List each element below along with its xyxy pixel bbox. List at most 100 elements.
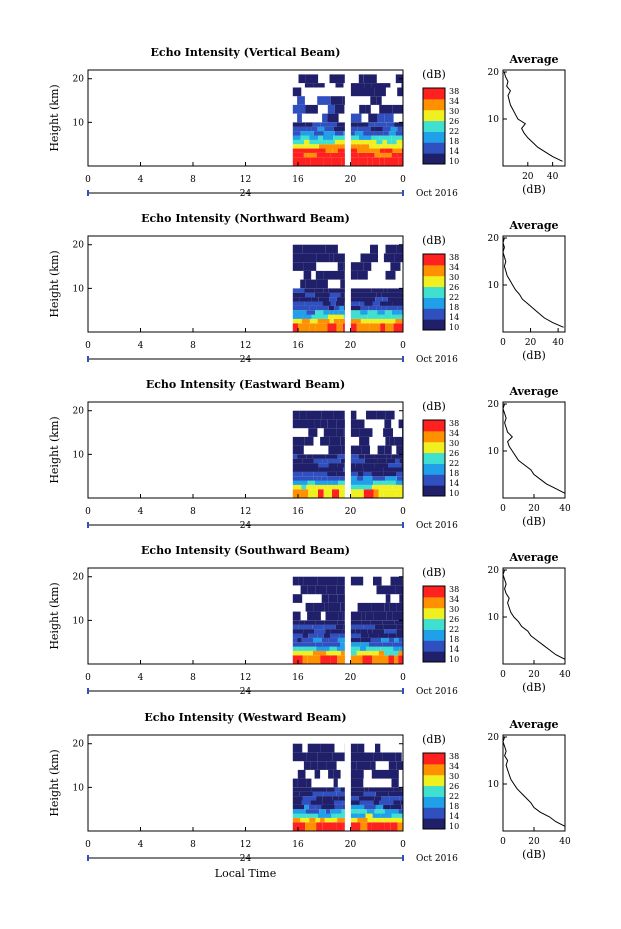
heatmap-cell xyxy=(384,419,392,429)
heatmap-cell xyxy=(336,428,344,437)
heatmap-cell xyxy=(350,804,365,810)
heatmap-cell xyxy=(396,244,403,254)
colorbar-segment xyxy=(423,254,445,266)
heatmap-cell xyxy=(298,74,306,84)
heatmap-cell xyxy=(377,310,385,315)
heatmap-cell xyxy=(306,813,318,818)
heatmap-cell xyxy=(304,620,316,625)
heatmap-cell xyxy=(298,787,312,792)
heatmap-cell xyxy=(325,148,333,153)
heatmap-cell xyxy=(357,743,365,753)
heatmap-cell xyxy=(325,122,337,127)
colorbar-segment xyxy=(423,818,445,830)
heatmap-cell xyxy=(292,157,306,166)
heatmap-cell xyxy=(315,270,324,280)
heatmap-cell xyxy=(363,484,373,490)
heatmap-cell xyxy=(364,787,369,792)
heatmap-cell xyxy=(350,813,359,818)
heatmap-cell xyxy=(333,800,343,805)
heatmap-cell xyxy=(380,787,394,792)
heatmap-cell xyxy=(391,813,402,818)
heatmap-cell xyxy=(334,104,345,114)
heatmap-cell xyxy=(301,637,313,643)
heatmap-cell xyxy=(363,624,375,630)
heatmap-cell xyxy=(373,489,379,498)
heatmap-cell xyxy=(355,463,363,468)
heatmap-cell xyxy=(326,787,335,792)
colorbar-label: (dB) xyxy=(422,733,446,746)
heatmap-cell xyxy=(362,463,375,468)
heatmap-cell xyxy=(320,817,325,823)
heatmap-cell xyxy=(311,297,319,302)
heatmap-cell xyxy=(333,642,341,647)
heatmap-cell xyxy=(343,314,345,319)
heatmap-cell xyxy=(292,624,299,630)
heatmap-cell xyxy=(305,157,311,166)
heatmap-cell xyxy=(316,484,324,490)
heatmap-cell xyxy=(357,148,371,153)
average-profile-line xyxy=(503,71,563,162)
average-y-tick-label: 20 xyxy=(488,68,500,78)
heatmap-cell xyxy=(350,305,361,311)
heatmap-cell xyxy=(360,642,369,647)
heatmap-cell xyxy=(297,637,302,643)
heatmap-cell xyxy=(333,126,345,132)
heatmap-cell xyxy=(311,787,322,792)
heatmap-cell xyxy=(350,467,364,472)
heatmap-cell xyxy=(350,445,362,455)
heatmap-cell xyxy=(350,152,359,158)
heatmap-cell xyxy=(363,467,370,472)
average-y-tick-label: 20 xyxy=(488,566,500,576)
heatmap-cell xyxy=(310,800,323,805)
date-label: 24 xyxy=(240,521,252,531)
heatmap-cell xyxy=(338,480,345,485)
heatmap-cell xyxy=(328,769,334,779)
heatmap-cell xyxy=(359,646,366,651)
colorbar-tick: 34 xyxy=(449,97,459,106)
heatmap-cell xyxy=(366,809,375,814)
x-tick-label: 0 xyxy=(85,507,91,517)
heatmap-cell xyxy=(395,318,403,324)
heatmap-cell xyxy=(350,484,363,490)
heatmap-cell xyxy=(363,791,376,797)
heatmap-cell xyxy=(334,314,344,319)
heatmap-cell xyxy=(325,611,339,621)
colorbar-tick: 18 xyxy=(449,137,459,146)
heatmap-cell xyxy=(392,467,403,472)
heatmap-cell xyxy=(356,144,361,149)
heatmap-cell xyxy=(332,752,345,762)
heatmap-cell xyxy=(370,637,382,643)
x-tick-label: 8 xyxy=(190,673,196,683)
colorbar-tick: 26 xyxy=(449,782,459,791)
heatmap-cell xyxy=(364,804,376,810)
heatmap-cell xyxy=(350,642,361,647)
heatmap-cell xyxy=(383,467,393,472)
x-tick-label: 0 xyxy=(85,840,91,850)
heatmap-cell xyxy=(350,769,364,779)
heatmap-cell xyxy=(358,152,367,158)
heatmap-cell xyxy=(364,83,372,88)
heatmap-cell xyxy=(305,292,315,298)
heatmap-cell xyxy=(370,96,377,105)
heatmap-cell xyxy=(292,743,303,753)
heatmap-cell xyxy=(313,476,318,481)
heatmap-cell xyxy=(329,253,334,263)
heatmap-cell xyxy=(315,804,322,810)
x-tick-label: 0 xyxy=(85,341,91,351)
colorbar-segment xyxy=(423,308,445,320)
heatmap-cell xyxy=(321,752,333,762)
heatmap-cell xyxy=(359,301,365,306)
colorbar-segment xyxy=(423,753,445,765)
heatmap-cell xyxy=(375,743,381,753)
heatmap-cell xyxy=(395,585,403,595)
colorbar-segment xyxy=(423,297,445,309)
average-x-label: (dB) xyxy=(522,515,546,528)
heatmap-cell xyxy=(302,642,316,647)
heatmap-cell xyxy=(336,419,345,429)
heatmap-cell xyxy=(333,778,338,788)
heatmap-cell xyxy=(298,624,305,630)
heatmap-cell xyxy=(363,297,376,302)
heatmap-cell xyxy=(303,629,315,634)
heatmap-cell xyxy=(394,292,403,298)
heatmap-cell xyxy=(380,152,392,158)
